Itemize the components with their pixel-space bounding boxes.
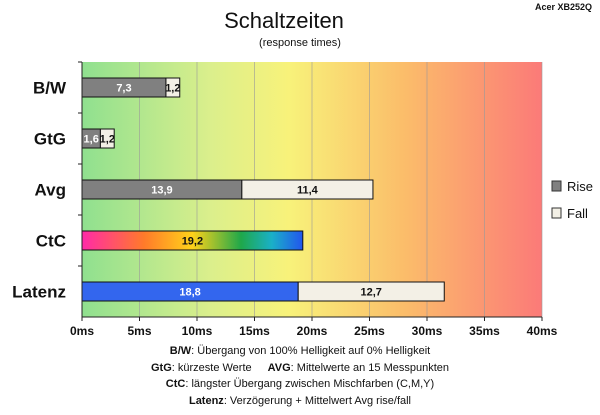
bar-label-fall: 12,7 bbox=[361, 287, 382, 299]
bar-label-rise: 18,8 bbox=[179, 287, 200, 299]
bar-label-rise: 19,2 bbox=[182, 236, 203, 248]
note-ctc-key: CtC bbox=[165, 378, 186, 390]
bar-fall bbox=[165, 77, 181, 98]
explanation-notes: B/W: Übergang von 100% Helligkeit auf 0%… bbox=[0, 343, 600, 409]
x-tick-label: 0ms bbox=[70, 324, 94, 338]
note-bw-key: B/W bbox=[169, 345, 192, 357]
x-tick-label: 40ms bbox=[527, 324, 558, 338]
note-avg-key: AVG bbox=[267, 361, 291, 374]
category-label: B/W bbox=[33, 79, 67, 98]
note-gtg-avg: GtG: kürzeste Werte AVG: Mittelwerte an 1… bbox=[0, 360, 600, 377]
legend-label-rise: Rise bbox=[567, 179, 593, 194]
note-gtg-key: GtG bbox=[150, 361, 172, 374]
chart-subtitle: (response times) bbox=[259, 37, 341, 49]
device-label: Acer XB252Q bbox=[535, 2, 592, 12]
legend-swatch-fall bbox=[551, 207, 562, 219]
bar-label-rise: 13,9 bbox=[151, 185, 172, 197]
x-axis-ticks: 0ms 5ms 10ms 15ms 20ms 25ms 30ms 35ms 40ms bbox=[70, 317, 558, 338]
note-bw: B/W: Übergang von 100% Helligkeit auf 0%… bbox=[0, 343, 600, 360]
bar-label-fall: 1,2 bbox=[100, 134, 115, 146]
bar-fall bbox=[241, 179, 374, 200]
category-label: GtG bbox=[34, 130, 66, 149]
x-tick-label: 5ms bbox=[127, 324, 151, 338]
bar-label-fall: 11,4 bbox=[297, 185, 319, 197]
bar-label-rise: 7,3 bbox=[116, 83, 131, 95]
category-labels: B/W GtG Avg CtC Latenz bbox=[12, 61, 82, 302]
x-tick-label: 25ms bbox=[354, 324, 385, 338]
note-bw-text: : Übergang von 100% Helligkeit auf 0% He… bbox=[191, 345, 431, 357]
bars: 7,3 1,21,6 1,213,9 11,419,218,8 12,7 bbox=[81, 77, 445, 302]
note-ctc-text: : längster Übergang zwischen Mischfarben… bbox=[185, 378, 435, 390]
category-label: Avg bbox=[35, 181, 67, 200]
note-latenz: Latenz: Verzögerung + Mittelwert Avg ris… bbox=[0, 393, 600, 410]
legend-label-fall: Fall bbox=[567, 206, 588, 221]
legend-swatch-rise bbox=[551, 180, 562, 192]
x-tick-label: 10ms bbox=[182, 324, 213, 338]
bar-label-rise: 1,6 bbox=[84, 134, 99, 146]
legend: Rise Fall bbox=[551, 179, 593, 221]
note-latenz-key: Latenz bbox=[188, 394, 224, 407]
note-latenz-text: : Verzögerung + Mittelwert Avg rise/fall bbox=[223, 394, 412, 407]
note-avg-text: : Mittelwerte an 15 Messpunkten bbox=[290, 361, 450, 374]
bar-label-fall: 1,2 bbox=[165, 83, 180, 95]
note-ctc: CtC: längster Übergang zwischen Mischfar… bbox=[0, 376, 600, 393]
x-tick-label: 15ms bbox=[239, 324, 270, 338]
bar-fall bbox=[297, 281, 445, 302]
category-label: Latenz bbox=[12, 283, 66, 302]
category-label: CtC bbox=[36, 232, 66, 251]
x-tick-label: 20ms bbox=[297, 324, 328, 338]
bar-fall bbox=[99, 128, 115, 149]
note-gtg-text: : kürzeste Werte bbox=[171, 361, 252, 374]
x-tick-label: 35ms bbox=[469, 324, 500, 338]
chart-title: Schaltzeiten bbox=[224, 8, 344, 33]
x-tick-label: 30ms bbox=[412, 324, 443, 338]
